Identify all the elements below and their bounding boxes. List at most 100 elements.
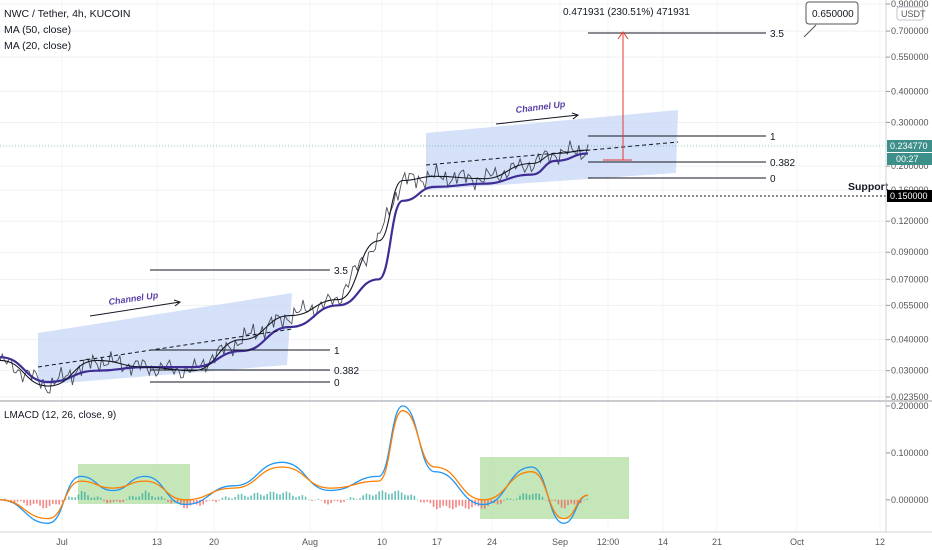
histogram-bar (336, 499, 339, 502)
histogram-bar (541, 496, 544, 500)
histogram-bar (528, 494, 531, 500)
histogram-bar (36, 499, 38, 504)
y-tick-label: 0.200000 (891, 161, 929, 171)
histogram-bar (333, 499, 336, 501)
histogram-bar (64, 498, 67, 500)
histogram-bar (477, 499, 480, 507)
histogram-bar (586, 498, 588, 500)
fib-right-0-label: 0 (770, 174, 776, 185)
histogram-bar (464, 499, 467, 509)
histogram-bar (266, 494, 268, 500)
histogram-bar (381, 490, 384, 500)
histogram-bar (20, 499, 22, 502)
histogram-bar (410, 494, 412, 500)
lmacd-legend[interactable]: LMACD (12, 26, close, 9) (4, 410, 117, 421)
histogram-bar (144, 490, 147, 500)
histogram-bar (180, 499, 182, 505)
target-callout-box[interactable] (805, 1, 859, 25)
histogram-bar (154, 497, 156, 500)
support-price-tag (887, 190, 932, 202)
histogram-bar (272, 491, 275, 500)
histogram-bar (96, 496, 99, 500)
histogram-bar (250, 495, 252, 500)
fib-right-1-label: 1 (770, 132, 776, 143)
histogram-bar (240, 493, 243, 500)
x-tick-label: 21 (712, 537, 722, 547)
symbol-title[interactable]: NWC / Tether, 4h, KUCOIN (4, 8, 131, 20)
histogram-bar (538, 493, 540, 500)
x-tick-label: 17 (432, 537, 442, 547)
histogram-bar (80, 491, 83, 500)
histogram-bar (400, 492, 403, 500)
x-tick-label: Sep (552, 537, 568, 547)
lmacd-tick-label: 0.100000 (891, 448, 929, 458)
lmacd-highlight-right[interactable] (480, 457, 629, 519)
histogram-bar (260, 494, 262, 500)
histogram-bar (84, 492, 86, 500)
currency-box[interactable] (896, 6, 924, 21)
histogram-bar (356, 499, 358, 500)
last-price-tag (887, 140, 932, 152)
histogram-bar (311, 499, 313, 501)
histogram-bar (55, 499, 57, 505)
histogram-bar (212, 499, 214, 501)
signal-line (0, 410, 589, 520)
histogram-bar (167, 499, 169, 503)
y-tick-label: 0.550000 (891, 52, 929, 62)
histogram-bar (292, 495, 294, 500)
channel-midline-left (37, 328, 293, 368)
y-tick-label: 0.700000 (891, 26, 929, 36)
histogram-bar (224, 496, 227, 500)
histogram-bar (87, 495, 89, 500)
histogram-bar (135, 496, 137, 500)
histogram-bar (42, 499, 44, 509)
y-tick-label: 0.900000 (891, 0, 929, 9)
histogram-bar (426, 499, 428, 502)
last-price-tag-text: 0.234770 (890, 141, 928, 151)
histogram-bar (122, 499, 124, 502)
histogram-bar (455, 499, 457, 508)
y-tick-label: 0.300000 (891, 117, 929, 127)
histogram-bar (496, 499, 499, 505)
histogram-bar (420, 499, 422, 503)
histogram-bar (157, 496, 160, 500)
histogram-bar (567, 499, 569, 506)
histogram-bar (570, 499, 572, 504)
x-tick-label: Oct (790, 537, 805, 547)
channel-up-arrow-left (89, 301, 181, 317)
histogram-bar (119, 499, 121, 503)
ma20-legend[interactable]: MA (20, close) (4, 40, 72, 52)
histogram-bar (340, 499, 342, 503)
histogram-bar (295, 497, 297, 500)
histogram-bar (416, 499, 419, 500)
y-tick-label: 0.030000 (891, 366, 929, 376)
histogram-bar (253, 493, 256, 500)
histogram-bar (100, 497, 102, 500)
lmacd-histogram (4, 490, 588, 510)
histogram-bar (375, 494, 377, 500)
x-tick-label: 20 (209, 537, 219, 547)
histogram-bar (317, 498, 320, 500)
histogram-bar (439, 499, 441, 508)
histogram-bar (468, 499, 470, 510)
support-label: Support (848, 181, 889, 193)
histogram-bar (109, 499, 112, 503)
histogram-bar (247, 496, 249, 500)
histogram-bar (378, 491, 380, 500)
ma50-legend[interactable]: MA (50, close) (4, 24, 72, 36)
histogram-bar (128, 496, 131, 500)
histogram-bar (436, 499, 438, 510)
y-tick-label: 0.070000 (891, 274, 929, 284)
x-tick-label: 12 (875, 537, 885, 547)
histogram-bar (148, 492, 150, 500)
histogram-bar (506, 498, 508, 500)
histogram-bar (487, 499, 489, 506)
grid (0, 0, 886, 532)
histogram-bar (503, 499, 505, 501)
channel-up-arrowhead-right (571, 112, 580, 120)
histogram-bar (324, 499, 326, 504)
channel-up-right[interactable] (426, 110, 678, 190)
y-tick-label: 0.090000 (891, 247, 929, 257)
y-tick-label: 0.055000 (891, 300, 929, 310)
